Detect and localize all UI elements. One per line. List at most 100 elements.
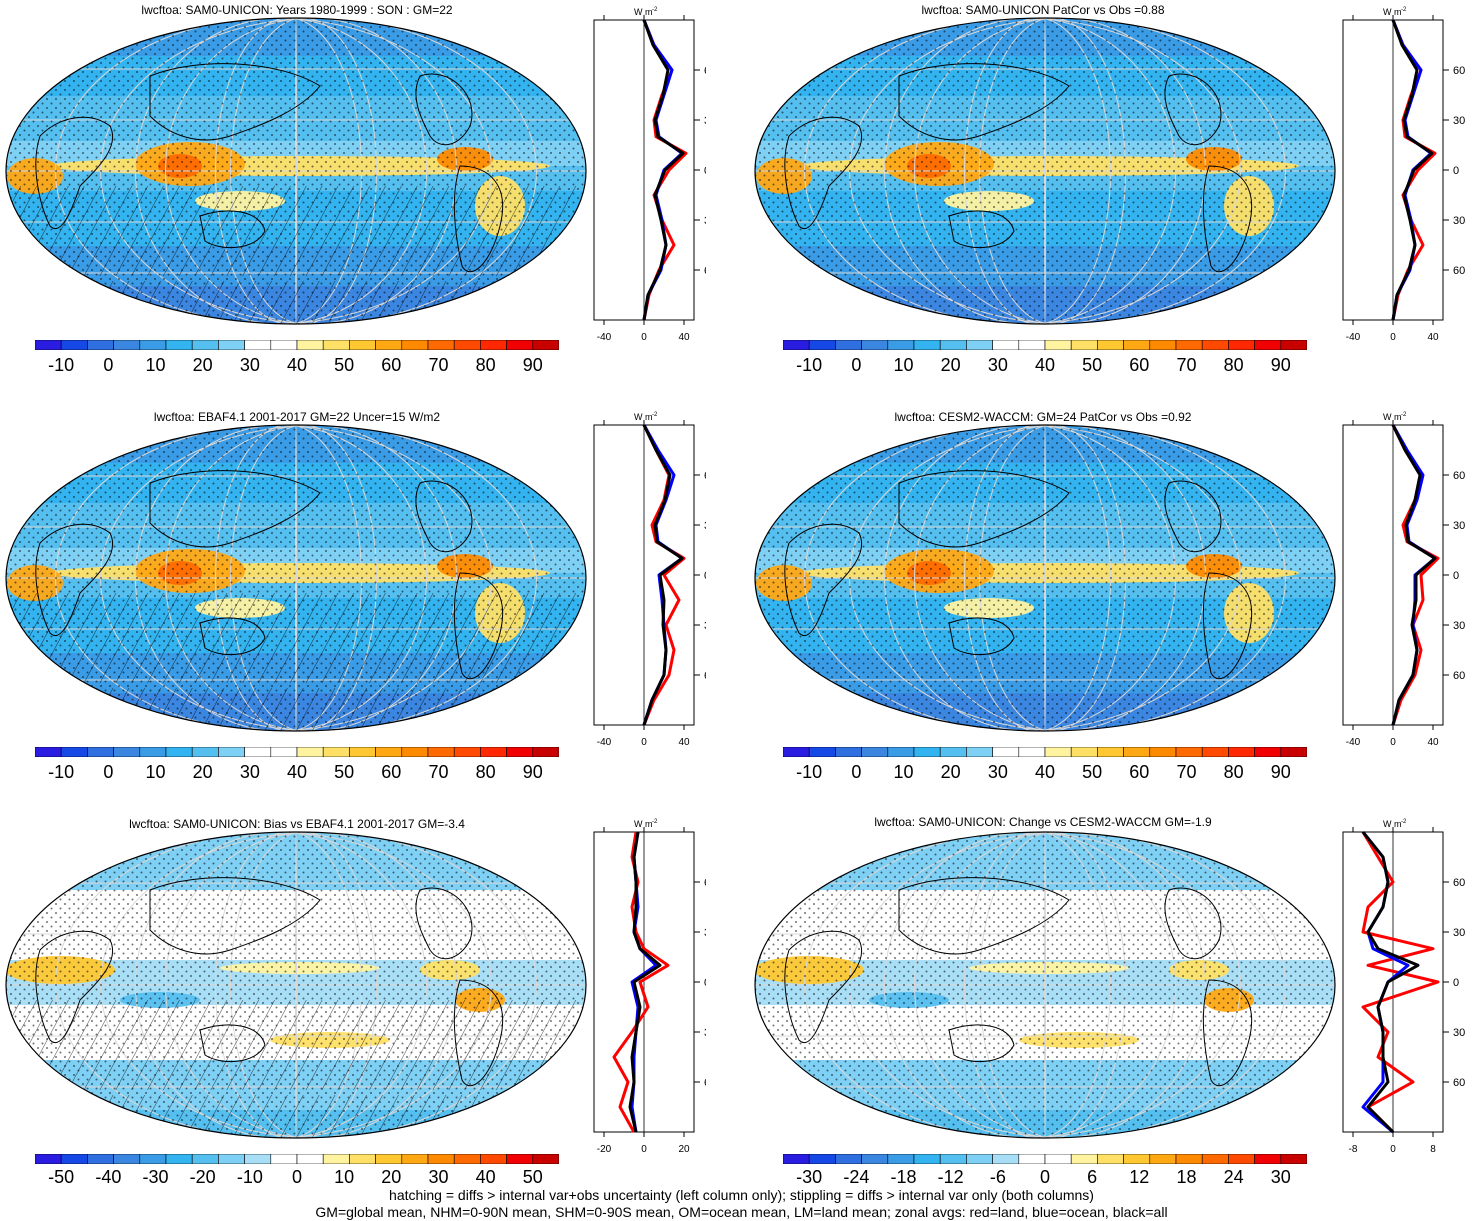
- colorbar-tick-label: -50: [48, 1167, 75, 1187]
- zonal-units-sup: -2: [1401, 819, 1407, 825]
- coastline: [149, 470, 321, 548]
- map-p2: [754, 17, 1336, 325]
- colorbar-segment: [506, 1154, 534, 1164]
- colorbar-segment: [783, 1154, 810, 1164]
- colorbar-segment: [1254, 340, 1282, 350]
- zonal-lat-label: 0: [704, 977, 706, 989]
- colorbar-segment: [1097, 340, 1124, 350]
- colorbar-tick-label: 90: [1270, 355, 1291, 375]
- colorbar-segment: [165, 1154, 193, 1164]
- colorbar-tick-label: 30: [987, 762, 1008, 782]
- colorbar-segment: [1149, 747, 1177, 757]
- colorbar-segment: [808, 747, 836, 757]
- zonal-lat-label: 60S: [704, 1077, 706, 1089]
- colorbar-tick-label: 40: [286, 762, 308, 782]
- colorbar-tick-label: 50: [334, 355, 355, 375]
- zonal-x-label: 0: [1390, 332, 1396, 343]
- colorbar-segment: [35, 1154, 62, 1164]
- colorbar-labels-p5: -50 -40 -30 -20 -10 0 10 20 30 40 50: [35, 1167, 559, 1189]
- colorbar-segment: [992, 747, 1020, 757]
- colorbar-segment: [1123, 1154, 1151, 1164]
- colorbar-tick-label: 30: [1270, 1167, 1291, 1187]
- colorbar-tick-label: 80: [475, 762, 496, 782]
- stippling-overlay: [6, 425, 586, 731]
- zonal-x-label: 40: [1427, 332, 1439, 343]
- colorbar-tick-label: 20: [192, 355, 213, 375]
- zonal-lat-label: 0: [704, 165, 706, 177]
- stippling-overlay: [755, 18, 1335, 324]
- stippling-overlay: [6, 18, 586, 324]
- colorbar-tick-label: -18: [890, 1167, 917, 1187]
- zonal-plot-p1: W m-2 60N 30N 0 30S 60S -40 0 40: [593, 7, 706, 343]
- colorbar-segment: [1228, 747, 1255, 757]
- colorbar-segment: [139, 340, 167, 350]
- zonal-lat-label: 30N: [1453, 115, 1465, 127]
- colorbar-segment: [427, 1154, 455, 1164]
- colorbar-segment: [480, 340, 507, 350]
- colorbar-tick-label: 10: [893, 762, 914, 782]
- colorbar-segment: [1123, 747, 1151, 757]
- zonal-lat-label: 60S: [1453, 265, 1465, 277]
- colorbar-segment: [506, 747, 534, 757]
- zonal-plot-p5: W m-2 60N 30N 0 30S 60S -20 0 20: [593, 819, 706, 1155]
- stippling-overlay: [6, 832, 586, 1138]
- map-outline: [5, 831, 587, 1139]
- zonal-lat-label: 60S: [704, 670, 706, 682]
- coastline: [35, 930, 114, 1043]
- colorbar-tick-label: 60: [1129, 762, 1150, 782]
- colorbar-tick-label: 60: [381, 355, 402, 375]
- coastline: [784, 116, 863, 229]
- zonal-units: W m: [634, 412, 653, 422]
- coastline: [149, 63, 321, 141]
- zonal-lat-label: 60S: [1453, 1077, 1465, 1089]
- colorbar-segment: [966, 1154, 993, 1164]
- zonal-lat-label: 30S: [1453, 215, 1465, 227]
- zonal-lat-label: 0: [1453, 165, 1459, 177]
- colorbar-tick-label: 20: [940, 762, 961, 782]
- zonal-units-sup: -2: [1401, 7, 1407, 13]
- colorbar-segment: [939, 747, 967, 757]
- colorbar-segment: [480, 747, 507, 757]
- coastline: [784, 523, 863, 636]
- colorbar-segment: [1018, 1154, 1046, 1164]
- zonal-x-label: -8: [1349, 1144, 1358, 1155]
- footnote-line-2: GM=global mean, NHM=0-90N mean, SHM=0-90…: [315, 1204, 1168, 1220]
- hatching-overlay: [6, 186, 586, 276]
- colorbar-segment: [1280, 1154, 1307, 1164]
- map-p4: [754, 424, 1336, 732]
- zonal-x-label: 40: [678, 737, 690, 748]
- colorbar-segment: [349, 747, 376, 757]
- colorbar-segment: [191, 747, 219, 757]
- colorbar-labels-p6: -30 -24 -18 -12 -6 0 6 12 18 24 30: [783, 1167, 1307, 1189]
- coastline: [898, 877, 1070, 955]
- colorbar-segment: [808, 1154, 836, 1164]
- zonal-plot-p6: W m-2 60N 30N 0 30S 60S -8 0 8: [1342, 819, 1465, 1155]
- zonal-x-label: 0: [1390, 1144, 1396, 1155]
- colorbar-labels-p2: -10 0 10 20 30 40 50 60 70 80 90: [783, 355, 1307, 377]
- zonal-lat-label: 60N: [1453, 877, 1465, 889]
- zonal-line-all: [642, 424, 684, 726]
- colorbar-tick-label: 70: [1176, 762, 1197, 782]
- colorbar-segment: [375, 1154, 403, 1164]
- zonal-line-ocean: [642, 19, 684, 321]
- zonal-lat-label: 60N: [1453, 65, 1465, 77]
- colorbar-tick-label: 50: [1082, 762, 1103, 782]
- zonal-plot-p4: W m-2 60N 30N 0 30S 60S -40 0 40: [1342, 412, 1465, 748]
- zonal-lat-label: 30S: [704, 620, 706, 632]
- colorbar-segment: [1018, 340, 1046, 350]
- colorbar-segment: [322, 1154, 350, 1164]
- colorbar-tick-label: 0: [103, 355, 114, 375]
- zonal-line-land: [612, 831, 670, 1133]
- zonal-units-sup: -2: [652, 819, 658, 825]
- colorbar-segment: [87, 747, 114, 757]
- colorbar-segment: [1070, 1154, 1098, 1164]
- zonal-line-all: [1391, 19, 1434, 321]
- zonal-line-land: [642, 424, 686, 726]
- colorbar-segment: [113, 747, 141, 757]
- colorbar-segment: [966, 340, 993, 350]
- zonal-x-label: -40: [597, 332, 612, 343]
- zonal-x-label: 0: [1390, 737, 1396, 748]
- hatching-overlay: [6, 281, 586, 324]
- zonal-x-label: 0: [641, 332, 647, 343]
- zonal-line-all: [1361, 831, 1420, 1134]
